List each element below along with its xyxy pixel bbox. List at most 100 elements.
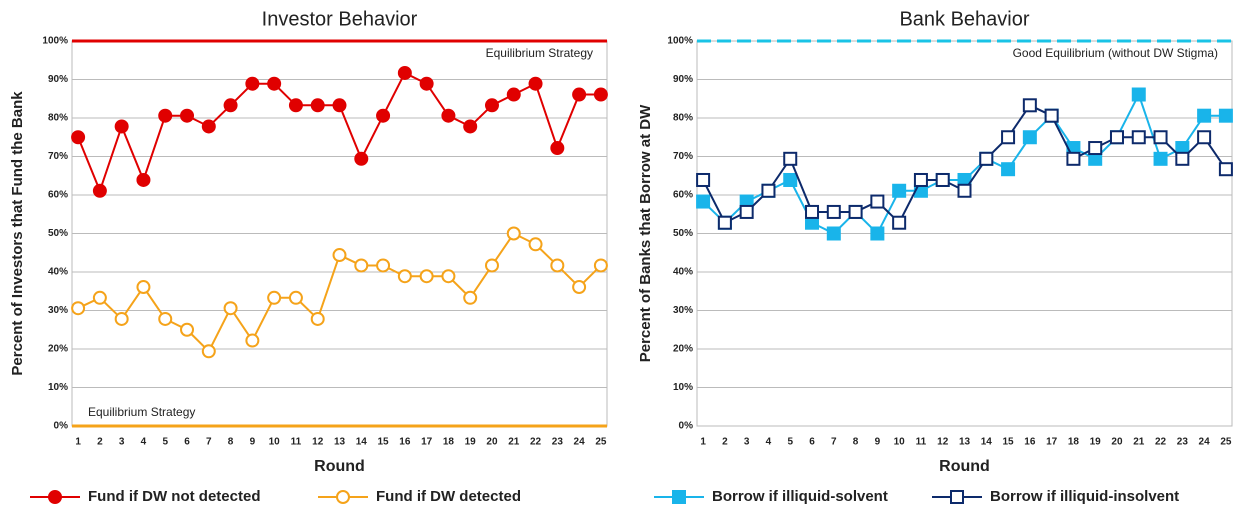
data-point <box>913 172 928 187</box>
x-tick-label: 7 <box>831 437 837 448</box>
x-tick-label: 23 <box>552 437 564 448</box>
data-point <box>376 258 391 273</box>
x-tick-label: 12 <box>312 437 324 448</box>
data-point <box>826 226 841 241</box>
data-point <box>1218 162 1233 177</box>
data-point <box>1022 98 1037 113</box>
x-tick-label: 9 <box>875 437 881 448</box>
data-point <box>92 183 107 198</box>
y-tick-label: 50% <box>48 228 68 239</box>
y-tick-label: 70% <box>673 151 693 162</box>
x-tick-label: 17 <box>1046 437 1058 448</box>
x-tick-label: 25 <box>595 437 607 448</box>
x-tick-label: 17 <box>421 437 433 448</box>
data-point <box>1175 151 1190 166</box>
data-point <box>870 226 885 241</box>
y-tick-label: 10% <box>673 382 693 393</box>
x-tick-label: 6 <box>809 437 815 448</box>
data-point <box>870 194 885 209</box>
y-tick-label: 80% <box>673 113 693 124</box>
x-tick-label: 8 <box>228 437 234 448</box>
data-point <box>957 183 972 198</box>
x-tick-label: 10 <box>269 437 281 448</box>
y-tick-label: 10% <box>48 382 68 393</box>
data-point <box>593 87 608 102</box>
data-point <box>441 269 456 284</box>
data-point <box>223 98 238 113</box>
x-tick-label: 11 <box>291 437 302 448</box>
x-tick-label: 2 <box>722 437 728 448</box>
data-point <box>136 172 151 187</box>
data-point <box>267 290 282 305</box>
data-point <box>826 204 841 219</box>
x-axis-label: Round <box>939 458 990 475</box>
data-point <box>114 119 129 134</box>
data-point <box>739 204 754 219</box>
series-line <box>77 71 601 194</box>
y-tick-label: 50% <box>673 228 693 239</box>
data-point <box>484 258 499 273</box>
legend-marker <box>672 490 686 504</box>
x-axis-label: Round <box>314 458 365 475</box>
x-tick-label: 14 <box>981 437 993 448</box>
x-tick-label: 6 <box>184 437 190 448</box>
x-tick-label: 9 <box>250 437 256 448</box>
x-tick-label: 15 <box>378 437 390 448</box>
y-tick-label: 0% <box>679 421 694 432</box>
x-tick-label: 22 <box>530 437 542 448</box>
data-point <box>245 76 260 91</box>
y-tick-label: 40% <box>673 267 693 278</box>
data-point <box>1153 130 1168 145</box>
legend-label: Borrow if illiquid-solvent <box>712 488 888 505</box>
annotation: Equilibrium Strategy <box>88 405 195 419</box>
x-tick-label: 4 <box>766 437 772 448</box>
x-tick-label: 16 <box>1024 437 1036 448</box>
x-tick-label: 8 <box>853 437 859 448</box>
data-point <box>397 65 412 80</box>
data-point <box>572 280 587 295</box>
data-point <box>376 108 391 123</box>
data-point <box>783 172 798 187</box>
y-tick-label: 90% <box>48 74 68 85</box>
data-point <box>1001 162 1016 177</box>
x-tick-label: 7 <box>206 437 212 448</box>
x-tick-label: 2 <box>97 437 103 448</box>
data-point <box>463 290 478 305</box>
x-tick-label: 21 <box>1133 437 1145 448</box>
x-tick-label: 12 <box>937 437 949 448</box>
data-point <box>354 151 369 166</box>
x-tick-label: 24 <box>1199 437 1211 448</box>
y-tick-label: 80% <box>48 113 68 124</box>
data-point <box>506 226 521 241</box>
data-point <box>180 322 195 337</box>
chart-title: Bank Behavior <box>899 8 1029 30</box>
annotation: Good Equilibrium (without DW Stigma) <box>1013 46 1218 60</box>
x-tick-label: 18 <box>443 437 455 448</box>
data-point <box>1088 141 1103 156</box>
data-point <box>136 280 151 295</box>
x-tick-label: 5 <box>162 437 168 448</box>
data-point <box>761 183 776 198</box>
data-point <box>979 151 994 166</box>
data-point <box>158 108 173 123</box>
data-point <box>892 183 907 198</box>
x-tick-label: 25 <box>1220 437 1232 448</box>
data-point <box>201 344 216 359</box>
y-tick-label: 60% <box>673 190 693 201</box>
data-point <box>506 87 521 102</box>
data-point <box>441 108 456 123</box>
y-tick-label: 90% <box>673 74 693 85</box>
legend-label: Fund if DW not detected <box>88 488 260 505</box>
data-point <box>158 311 173 326</box>
data-point <box>528 76 543 91</box>
data-point <box>783 151 798 166</box>
x-tick-label: 20 <box>1111 437 1123 448</box>
data-point <box>528 237 543 252</box>
data-point <box>696 194 711 209</box>
data-point <box>310 98 325 113</box>
x-tick-label: 24 <box>574 437 586 448</box>
y-tick-label: 0% <box>54 421 69 432</box>
y-tick-label: 30% <box>48 305 68 316</box>
data-point <box>1066 151 1081 166</box>
